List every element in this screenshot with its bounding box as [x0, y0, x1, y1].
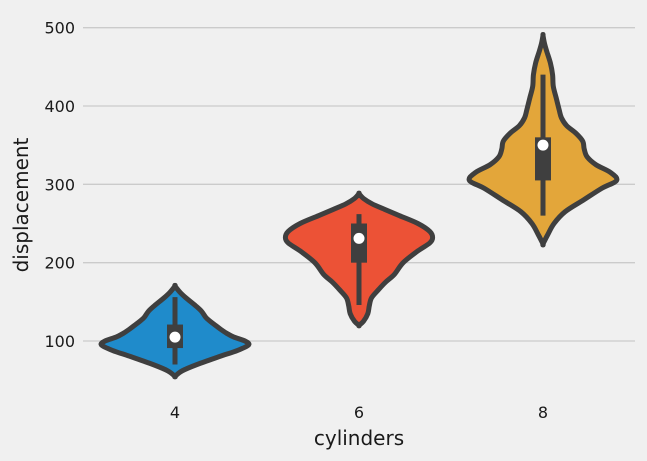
- x-tick-label: 8: [538, 403, 548, 422]
- median-point: [537, 139, 549, 151]
- x-tick-label: 6: [354, 403, 364, 422]
- x-axis-ticks: 4 6 8: [170, 403, 548, 422]
- y-axis-ticks: 100 200 300 400 500: [44, 19, 75, 351]
- y-tick-label: 200: [44, 254, 75, 273]
- violin-4: [98, 282, 252, 380]
- median-point: [353, 232, 365, 244]
- y-tick-label: 500: [44, 19, 75, 38]
- violin-8: [466, 32, 620, 248]
- violins: [98, 32, 620, 380]
- y-tick-label: 300: [44, 175, 75, 194]
- median-point: [169, 331, 181, 343]
- y-axis-label: displacement: [9, 137, 33, 272]
- x-tick-label: 4: [170, 403, 180, 422]
- y-tick-label: 100: [44, 332, 75, 351]
- x-axis-label: cylinders: [314, 426, 404, 450]
- y-tick-label: 400: [44, 97, 75, 116]
- violin-6: [282, 190, 436, 329]
